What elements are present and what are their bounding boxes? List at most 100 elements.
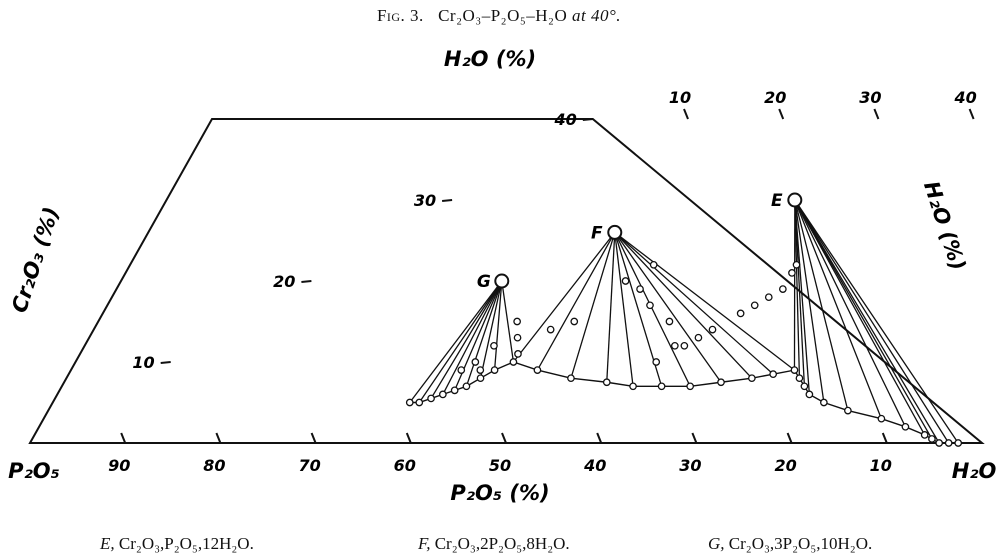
- solid-label-g: G: [477, 272, 491, 292]
- caption-e-label: E,: [100, 534, 115, 553]
- tie-line: [794, 199, 933, 440]
- tie-line: [794, 199, 959, 444]
- curve-point: [567, 374, 575, 383]
- curve-point: [920, 431, 929, 439]
- tie-line: [794, 199, 801, 379]
- tie-line-point: [778, 285, 787, 293]
- curve-point: [954, 439, 963, 447]
- curve-point: [509, 358, 518, 366]
- figure-title-prefix: Fig. 3.: [376, 6, 424, 25]
- bottom-tick: [120, 432, 127, 444]
- right-axis-title: H₂O (%): [919, 178, 970, 273]
- tie-line-point: [476, 366, 485, 374]
- caption-f-formula: Cr₂O₃,2P₂O₅,8H₂O.: [434, 534, 570, 553]
- bottom-tick-label: 40: [583, 456, 606, 475]
- tie-line: [614, 231, 795, 371]
- tie-line: [614, 232, 722, 383]
- tie-line-point: [514, 350, 522, 358]
- curve-point: [629, 382, 637, 391]
- tie-line: [512, 231, 616, 363]
- tie-line: [614, 231, 774, 375]
- curve-point: [769, 370, 778, 378]
- tie-line-point: [652, 358, 661, 366]
- tie-line-point: [490, 341, 498, 350]
- tie-line: [794, 199, 806, 387]
- tie-line-point: [670, 341, 679, 350]
- caption-e-formula: Cr₂O₃,P₂O₅,12H₂O.: [118, 534, 254, 553]
- tie-line: [794, 199, 811, 395]
- caption-g-label: G,: [708, 534, 725, 553]
- tie-line-point: [736, 309, 745, 318]
- bottom-tick-label: 90: [108, 456, 130, 475]
- tie-line: [493, 280, 503, 371]
- tie-line-point: [546, 325, 555, 334]
- tie-line: [794, 199, 940, 444]
- curve-point: [877, 414, 886, 423]
- bottom-tick-label: 60: [394, 456, 416, 475]
- curve-point: [820, 398, 828, 407]
- bottom-tick: [786, 432, 793, 444]
- left-tick-label: 40: [554, 110, 577, 129]
- curve-point: [427, 394, 435, 403]
- tie-line-point: [649, 260, 658, 269]
- bottom-axis-title: P₂O₅ (%): [450, 481, 549, 505]
- left-tick: [442, 199, 453, 202]
- tie-line: [418, 280, 503, 403]
- bottom-tick: [501, 432, 507, 444]
- left-tick: [582, 118, 593, 121]
- curve-point: [747, 374, 756, 383]
- curve-point: [935, 439, 944, 447]
- curve-point: [533, 366, 542, 374]
- tie-line: [794, 199, 825, 403]
- tie-line: [794, 199, 907, 428]
- bottom-tick-label: 10: [870, 456, 892, 475]
- solid-point-g: [494, 273, 510, 289]
- tie-line: [614, 231, 753, 379]
- bottom-tick-label: 50: [489, 456, 511, 475]
- curve-point: [657, 382, 666, 391]
- corner-label-p2o5: P₂O₅: [8, 459, 60, 483]
- tie-line-point: [636, 285, 644, 293]
- caption-g: G, Cr₂O₃,3P₂O₅,10H₂O.: [708, 534, 872, 554]
- curve-point: [415, 398, 424, 407]
- curve-point: [800, 382, 809, 391]
- tie-line-point: [570, 317, 579, 326]
- tie-line: [794, 199, 926, 436]
- top-tick-label: 30: [859, 88, 881, 107]
- curve-point: [602, 378, 611, 387]
- tie-line: [570, 232, 616, 379]
- tie-line-point: [694, 333, 703, 342]
- bottom-tick: [881, 432, 888, 444]
- curve-point: [405, 398, 414, 407]
- solid-point-f: [607, 224, 623, 240]
- figure-title-suffix: at 40°.: [572, 6, 622, 25]
- left-tick: [301, 280, 312, 283]
- tie-line-point: [680, 341, 689, 350]
- tie-line-point: [471, 358, 480, 366]
- tie-line: [614, 232, 634, 387]
- tie-lines: [409, 199, 959, 444]
- caption-g-formula: Cr₂O₃,3P₂O₅,10H₂O.: [728, 534, 873, 553]
- curve-point: [450, 386, 459, 395]
- curve-point: [462, 382, 471, 391]
- curve-point: [944, 439, 953, 447]
- bottom-tick: [596, 432, 603, 444]
- axis-tick-labels: 1020304010203040506070809090807060504030…: [108, 88, 977, 475]
- bottom-tick-label: 70: [298, 456, 320, 475]
- tie-line: [794, 199, 849, 411]
- top-tick-label: 40: [953, 88, 976, 107]
- curve-point: [844, 406, 852, 415]
- tie-line: [606, 232, 616, 383]
- bottom-tick-label: 80: [203, 456, 225, 475]
- top-tick-label: 20: [764, 88, 786, 107]
- top-tick: [778, 108, 785, 120]
- curve-point: [439, 390, 447, 399]
- bottom-tick-label: 30: [679, 456, 701, 475]
- curve-point: [901, 422, 910, 431]
- tie-line-point: [764, 293, 773, 302]
- tie-line: [794, 199, 883, 419]
- tie-line-point: [792, 260, 801, 269]
- tie-line-point: [665, 317, 674, 326]
- axis-ticks: [120, 108, 975, 444]
- curve-point: [790, 366, 799, 374]
